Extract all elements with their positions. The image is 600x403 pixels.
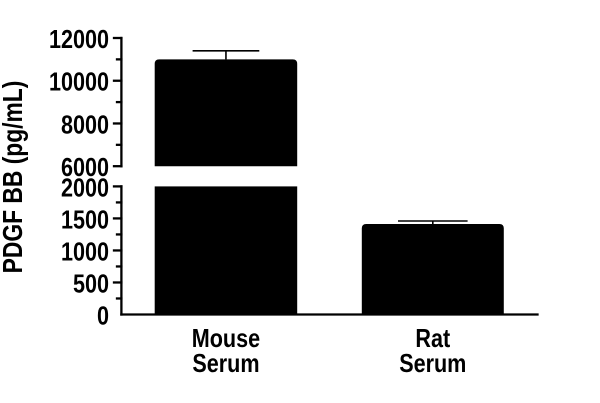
svg-text:1000: 1000	[61, 238, 109, 267]
svg-text:PDGF BB (pg/mL): PDGF BB (pg/mL)	[0, 81, 29, 274]
svg-text:10000: 10000	[49, 68, 109, 97]
svg-text:Serum: Serum	[192, 349, 259, 378]
svg-text:8000: 8000	[61, 111, 109, 140]
svg-text:12000: 12000	[49, 25, 109, 54]
svg-text:2000: 2000	[61, 174, 109, 203]
svg-text:Serum: Serum	[399, 349, 466, 378]
svg-text:0: 0	[97, 302, 109, 331]
svg-text:500: 500	[73, 270, 109, 299]
svg-text:1500: 1500	[61, 206, 109, 235]
